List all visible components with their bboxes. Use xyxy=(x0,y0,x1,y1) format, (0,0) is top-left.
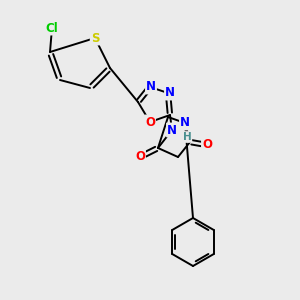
Text: N: N xyxy=(167,124,177,136)
Text: O: O xyxy=(145,116,155,128)
Text: N: N xyxy=(146,80,156,94)
Text: Cl: Cl xyxy=(46,22,59,34)
Text: O: O xyxy=(135,151,145,164)
Text: N: N xyxy=(165,86,175,100)
Text: S: S xyxy=(91,32,99,44)
Text: N: N xyxy=(180,116,190,130)
Text: O: O xyxy=(202,139,212,152)
Text: H: H xyxy=(183,132,191,142)
